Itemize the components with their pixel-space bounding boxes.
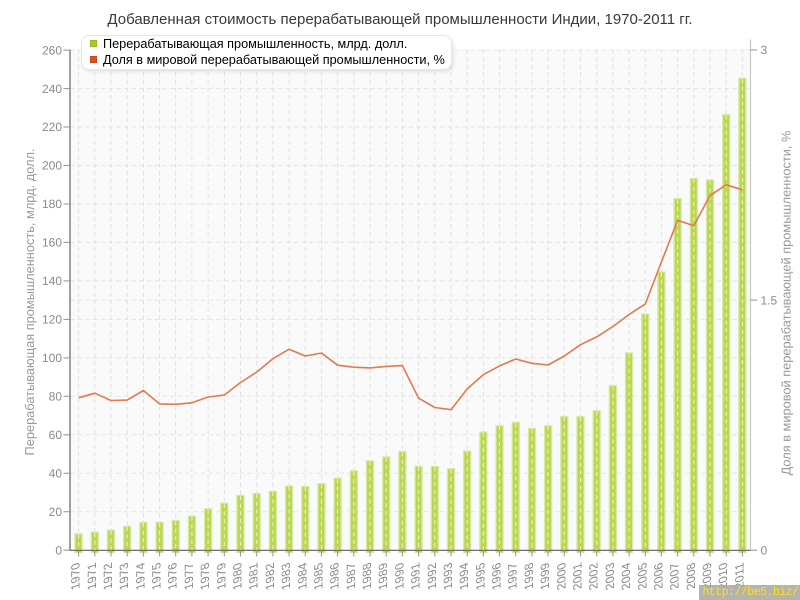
svg-text:1989: 1989 bbox=[376, 561, 390, 592]
svg-text:1974: 1974 bbox=[133, 561, 147, 592]
svg-text:2001: 2001 bbox=[571, 561, 585, 592]
svg-text:1982: 1982 bbox=[263, 561, 277, 592]
svg-text:100: 100 bbox=[42, 351, 62, 365]
svg-text:1980: 1980 bbox=[231, 561, 245, 592]
svg-text:2006: 2006 bbox=[651, 561, 665, 592]
svg-text:1987: 1987 bbox=[344, 561, 358, 592]
svg-text:1977: 1977 bbox=[182, 561, 196, 592]
svg-text:1983: 1983 bbox=[279, 561, 293, 592]
svg-text:140: 140 bbox=[42, 274, 62, 288]
svg-text:Перерабатывающая промышленност: Перерабатывающая промышленность, млрд. д… bbox=[22, 149, 37, 456]
svg-text:0: 0 bbox=[55, 543, 62, 557]
svg-text:1985: 1985 bbox=[312, 561, 326, 592]
svg-text:2011: 2011 bbox=[732, 561, 746, 591]
svg-text:1971: 1971 bbox=[85, 561, 99, 592]
svg-text:80: 80 bbox=[49, 390, 63, 404]
svg-text:240: 240 bbox=[42, 82, 62, 96]
svg-text:1998: 1998 bbox=[522, 561, 536, 592]
svg-text:1986: 1986 bbox=[328, 561, 342, 592]
svg-text:Доля в мировой перерабатывающе: Доля в мировой перерабатывающей промышле… bbox=[779, 131, 794, 476]
svg-text:1.5: 1.5 bbox=[761, 293, 778, 307]
svg-text:1991: 1991 bbox=[409, 561, 423, 592]
svg-text:3: 3 bbox=[761, 43, 768, 57]
svg-text:60: 60 bbox=[49, 428, 63, 442]
svg-text:1988: 1988 bbox=[360, 561, 374, 592]
svg-text:1997: 1997 bbox=[506, 561, 520, 592]
svg-text:1993: 1993 bbox=[441, 561, 455, 592]
svg-text:160: 160 bbox=[42, 236, 62, 250]
svg-text:220: 220 bbox=[42, 120, 62, 134]
svg-text:1994: 1994 bbox=[457, 561, 471, 592]
svg-text:0: 0 bbox=[761, 543, 768, 557]
svg-text:1999: 1999 bbox=[538, 561, 552, 592]
svg-text:1996: 1996 bbox=[490, 561, 504, 592]
svg-text:2005: 2005 bbox=[635, 561, 649, 592]
svg-text:2002: 2002 bbox=[587, 561, 601, 592]
svg-text:1990: 1990 bbox=[392, 561, 406, 592]
svg-text:260: 260 bbox=[42, 43, 62, 57]
svg-text:1970: 1970 bbox=[69, 561, 83, 592]
svg-text:1973: 1973 bbox=[117, 561, 131, 592]
svg-text:2003: 2003 bbox=[603, 561, 617, 592]
svg-text:180: 180 bbox=[42, 197, 62, 211]
svg-text:2008: 2008 bbox=[684, 561, 698, 592]
svg-text:2007: 2007 bbox=[668, 561, 682, 592]
svg-text:20: 20 bbox=[49, 505, 63, 519]
svg-text:40: 40 bbox=[49, 467, 63, 481]
svg-text:2004: 2004 bbox=[619, 561, 633, 592]
svg-text:1995: 1995 bbox=[473, 561, 487, 592]
svg-text:1972: 1972 bbox=[101, 561, 115, 592]
svg-text:1981: 1981 bbox=[247, 561, 261, 592]
svg-text:2010: 2010 bbox=[716, 561, 730, 592]
svg-text:1978: 1978 bbox=[198, 561, 212, 592]
svg-text:1975: 1975 bbox=[150, 561, 164, 592]
svg-text:1984: 1984 bbox=[295, 561, 309, 592]
svg-text:1976: 1976 bbox=[166, 561, 180, 592]
svg-text:1979: 1979 bbox=[214, 561, 228, 592]
svg-text:2009: 2009 bbox=[700, 561, 714, 592]
svg-text:120: 120 bbox=[42, 313, 62, 327]
svg-text:200: 200 bbox=[42, 159, 62, 173]
svg-text:2000: 2000 bbox=[554, 561, 568, 592]
svg-text:1992: 1992 bbox=[425, 561, 439, 592]
